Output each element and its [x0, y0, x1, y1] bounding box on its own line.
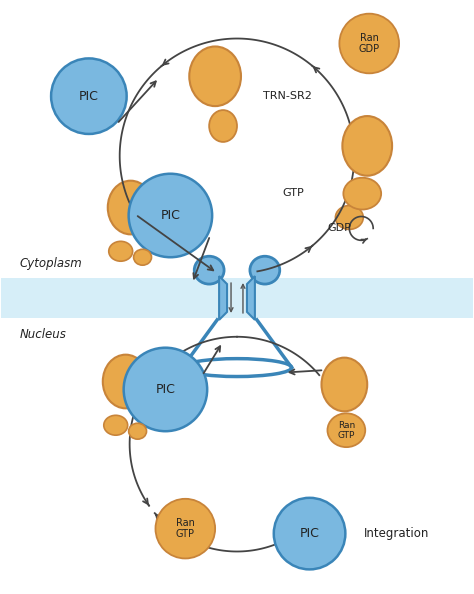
- Text: PIC: PIC: [155, 383, 175, 396]
- Ellipse shape: [108, 181, 154, 235]
- Circle shape: [124, 347, 207, 431]
- Polygon shape: [219, 276, 227, 320]
- Text: GDP: GDP: [328, 223, 351, 233]
- Circle shape: [274, 498, 346, 570]
- Polygon shape: [247, 276, 255, 320]
- Ellipse shape: [342, 116, 392, 176]
- Text: Integration: Integration: [364, 527, 429, 540]
- Text: Ran
GTP: Ran GTP: [337, 421, 355, 440]
- Ellipse shape: [128, 424, 146, 439]
- Circle shape: [51, 58, 127, 134]
- Text: Cytoplasm: Cytoplasm: [19, 257, 82, 270]
- Text: Ran
GTP: Ran GTP: [176, 518, 195, 539]
- Ellipse shape: [109, 241, 133, 261]
- Text: PIC: PIC: [300, 527, 319, 540]
- Text: Nucleus: Nucleus: [19, 328, 66, 341]
- Ellipse shape: [321, 358, 367, 411]
- Ellipse shape: [209, 110, 237, 142]
- Text: Ran
GDP: Ran GDP: [359, 33, 380, 54]
- Ellipse shape: [343, 178, 381, 210]
- Circle shape: [339, 14, 399, 73]
- Ellipse shape: [104, 415, 128, 435]
- Ellipse shape: [103, 355, 148, 408]
- Ellipse shape: [194, 256, 224, 284]
- Ellipse shape: [250, 256, 280, 284]
- Ellipse shape: [336, 206, 363, 229]
- Bar: [1, 278, 473, 318]
- Ellipse shape: [189, 46, 241, 106]
- Text: GTP: GTP: [283, 188, 305, 198]
- Ellipse shape: [328, 413, 365, 447]
- Text: PIC: PIC: [79, 90, 99, 103]
- Circle shape: [155, 499, 215, 558]
- Text: TRN-SR2: TRN-SR2: [263, 91, 312, 101]
- Ellipse shape: [134, 249, 152, 265]
- Circle shape: [128, 173, 212, 257]
- Text: PIC: PIC: [161, 209, 180, 222]
